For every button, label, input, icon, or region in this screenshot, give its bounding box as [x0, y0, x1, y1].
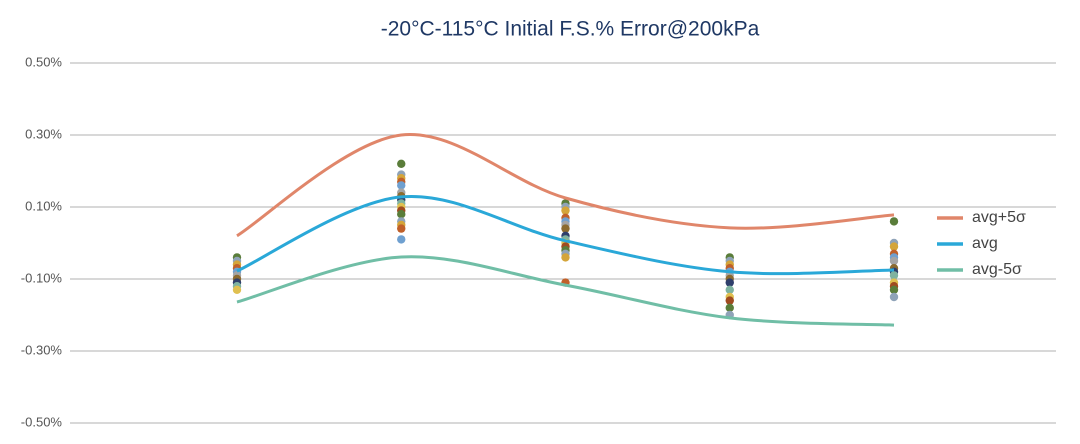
- y-tick-label: -0.50%: [21, 414, 63, 429]
- sample-dot: [561, 206, 570, 215]
- sample-dot: [889, 271, 899, 280]
- sample-dot: [889, 285, 899, 294]
- sample-dot: [397, 159, 406, 168]
- y-tick-label: -0.30%: [21, 342, 63, 357]
- sample-dot: [889, 242, 899, 251]
- sample-dot: [889, 292, 899, 302]
- y-tick-label: -0.10%: [21, 270, 63, 285]
- series-line: [236, 133, 895, 238]
- series-line: [236, 194, 895, 276]
- sample-dot: [725, 296, 734, 305]
- y-tick-label: 0.50%: [25, 54, 62, 69]
- sample-dot: [397, 235, 406, 244]
- y-tick-label: 0.10%: [25, 198, 62, 213]
- series-line: [236, 255, 895, 327]
- sample-dot: [397, 210, 406, 219]
- sample-dot: [725, 285, 734, 294]
- legend-label: avg+5σ: [972, 209, 1026, 226]
- sample-dot: [889, 217, 899, 226]
- sample-dot: [725, 278, 734, 287]
- sample-dot: [232, 285, 242, 294]
- sample-dot: [725, 303, 734, 312]
- y-tick-label: 0.30%: [25, 126, 62, 141]
- chart-title: -20°C-115°C Initial F.S.% Error@200kPa: [381, 18, 760, 41]
- legend-label: avg: [972, 235, 998, 252]
- legend-label: avg-5σ: [972, 261, 1022, 278]
- sample-dot: [397, 181, 406, 190]
- sample-dot: [561, 224, 570, 233]
- sample-dot: [561, 253, 570, 262]
- sample-dot: [397, 224, 406, 233]
- sample-dot: [889, 256, 899, 266]
